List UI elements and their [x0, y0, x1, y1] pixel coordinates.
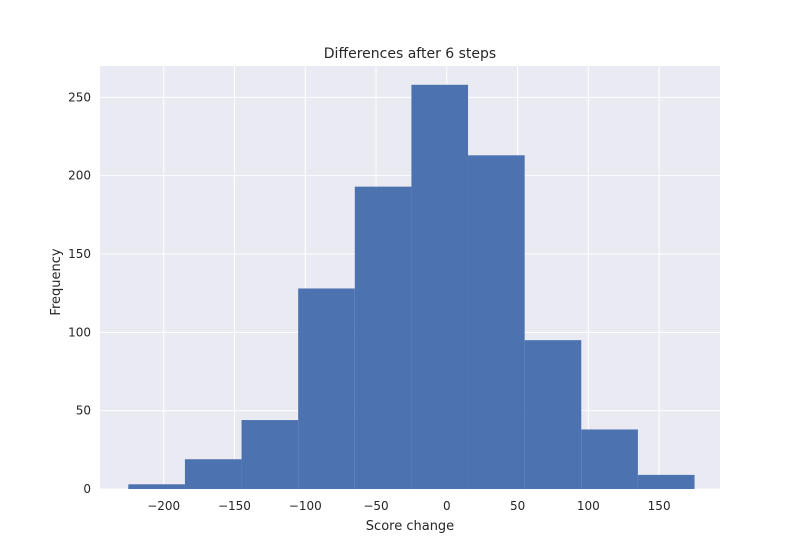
x-tick-label-0: −200 — [147, 499, 180, 513]
y-axis-label: Frequency — [49, 248, 64, 315]
x-axis-label: Score change — [366, 519, 454, 534]
y-tick-label-1: 50 — [76, 404, 91, 418]
x-tick-label-4: 0 — [443, 499, 451, 513]
bar-1 — [184, 459, 242, 489]
chart-title: Differences after 6 steps — [324, 46, 496, 62]
x-axis: −200 −150 −100 −50 0 50 100 150 — [147, 499, 670, 513]
x-tick-label-1: −150 — [218, 499, 251, 513]
bars — [128, 84, 695, 490]
y-tick-label-4: 200 — [68, 169, 91, 183]
bar-4 — [354, 186, 412, 489]
y-tick-label-2: 100 — [68, 325, 91, 339]
bar-8 — [581, 429, 638, 489]
y-tick-label-5: 250 — [68, 90, 91, 104]
x-tick-label-6: 100 — [577, 499, 600, 513]
bar-9 — [637, 474, 695, 489]
y-tick-label-0: 0 — [83, 482, 91, 496]
bar-0 — [128, 484, 185, 489]
x-tick-label-3: −50 — [363, 499, 388, 513]
bar-2 — [241, 420, 299, 489]
x-tick-label-5: 50 — [510, 499, 525, 513]
bar-5 — [411, 84, 469, 490]
bar-6 — [468, 155, 525, 490]
x-tick-label-2: −100 — [289, 499, 322, 513]
y-axis: 0 50 100 150 200 250 — [68, 90, 91, 496]
x-tick-label-7: 150 — [648, 499, 671, 513]
bar-7 — [524, 340, 582, 489]
y-tick-label-3: 150 — [68, 247, 91, 261]
bar-3 — [298, 288, 355, 489]
